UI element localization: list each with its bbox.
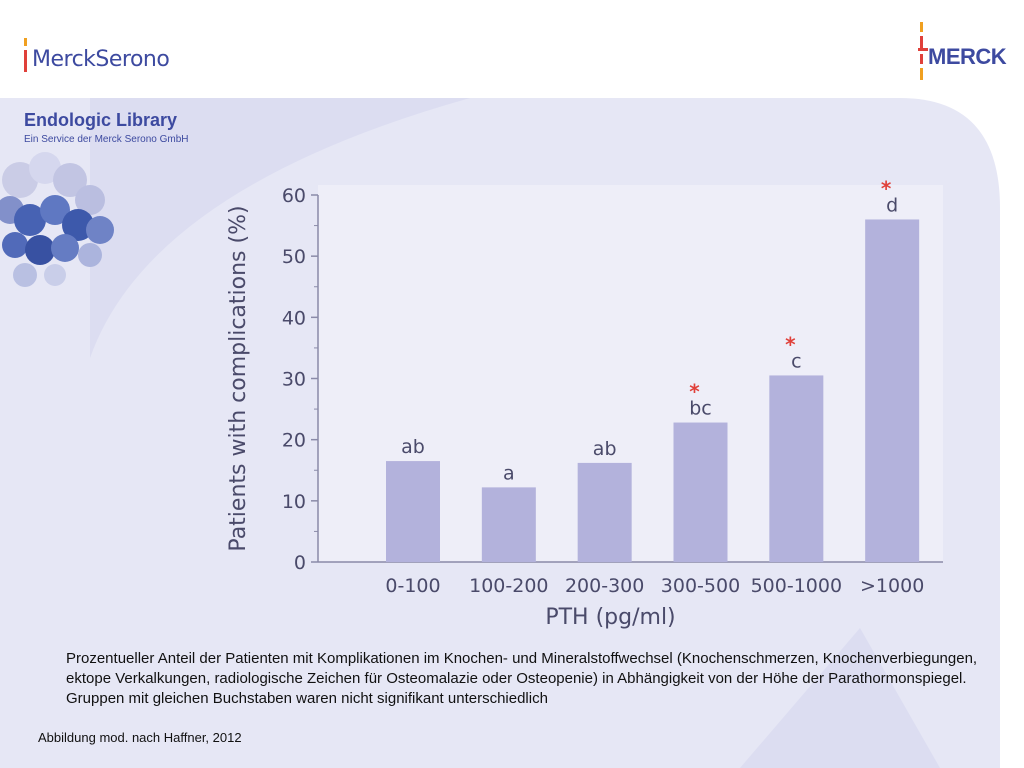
y-axis-label: Patients with complications (%) <box>226 205 251 551</box>
merck-cross-icon <box>918 22 928 80</box>
y-tick-label: 50 <box>282 246 306 268</box>
bar <box>386 461 440 562</box>
y-tick-label: 30 <box>282 369 306 391</box>
x-tick-label: 300-500 <box>661 575 740 597</box>
bar-letter-label: bc <box>689 398 712 420</box>
bar <box>769 375 824 562</box>
x-tick-label: 200-300 <box>565 575 644 597</box>
merck-logo-text: MERCK <box>928 44 1007 69</box>
bar-letter-label: ab <box>401 436 425 458</box>
x-tick-label: 500-1000 <box>751 575 842 597</box>
bar-letter-label: ab <box>593 438 617 460</box>
bar-letter-label: c <box>791 350 801 372</box>
bar <box>577 462 632 562</box>
merck-logo: MERCK <box>918 22 1008 82</box>
x-tick-label: 100-200 <box>469 575 548 597</box>
y-tick-label: 60 <box>282 185 306 207</box>
protein-molecule-image <box>0 152 114 287</box>
x-axis-label: PTH (pg/ml) <box>545 605 675 630</box>
bar <box>865 219 920 562</box>
y-tick-label: 10 <box>282 491 306 513</box>
figure-source: Abbildung mod. nach Haffner, 2012 <box>38 730 242 745</box>
significance-star-icon: * <box>881 176 892 200</box>
bar-chart: 0102030405060ab0-100a100-200ab200-300bc*… <box>226 176 943 630</box>
bar-letter-label: a <box>503 462 515 484</box>
y-tick-label: 20 <box>282 430 306 452</box>
bar-letter-label: d <box>886 194 898 216</box>
significance-star-icon: * <box>689 380 700 404</box>
library-header: Endologic Library Ein Service der Merck … <box>24 110 189 145</box>
figure-caption: Prozentueller Anteil der Patienten mit K… <box>66 650 978 707</box>
y-tick-label: 0 <box>294 552 306 574</box>
x-tick-label: 0-100 <box>385 575 440 597</box>
bar <box>481 487 536 562</box>
merck-serono-logo: MerckSerono <box>24 38 170 72</box>
bar <box>673 422 728 562</box>
library-subtitle: Ein Service der Merck Serono GmbH <box>24 134 189 145</box>
merck-serono-logo-text: MerckSerono <box>32 47 170 72</box>
library-title: Endologic Library <box>24 110 178 130</box>
x-tick-label: >1000 <box>860 575 924 597</box>
logo-bars-icon <box>24 38 27 72</box>
significance-star-icon: * <box>785 332 796 356</box>
y-tick-label: 40 <box>282 307 306 329</box>
